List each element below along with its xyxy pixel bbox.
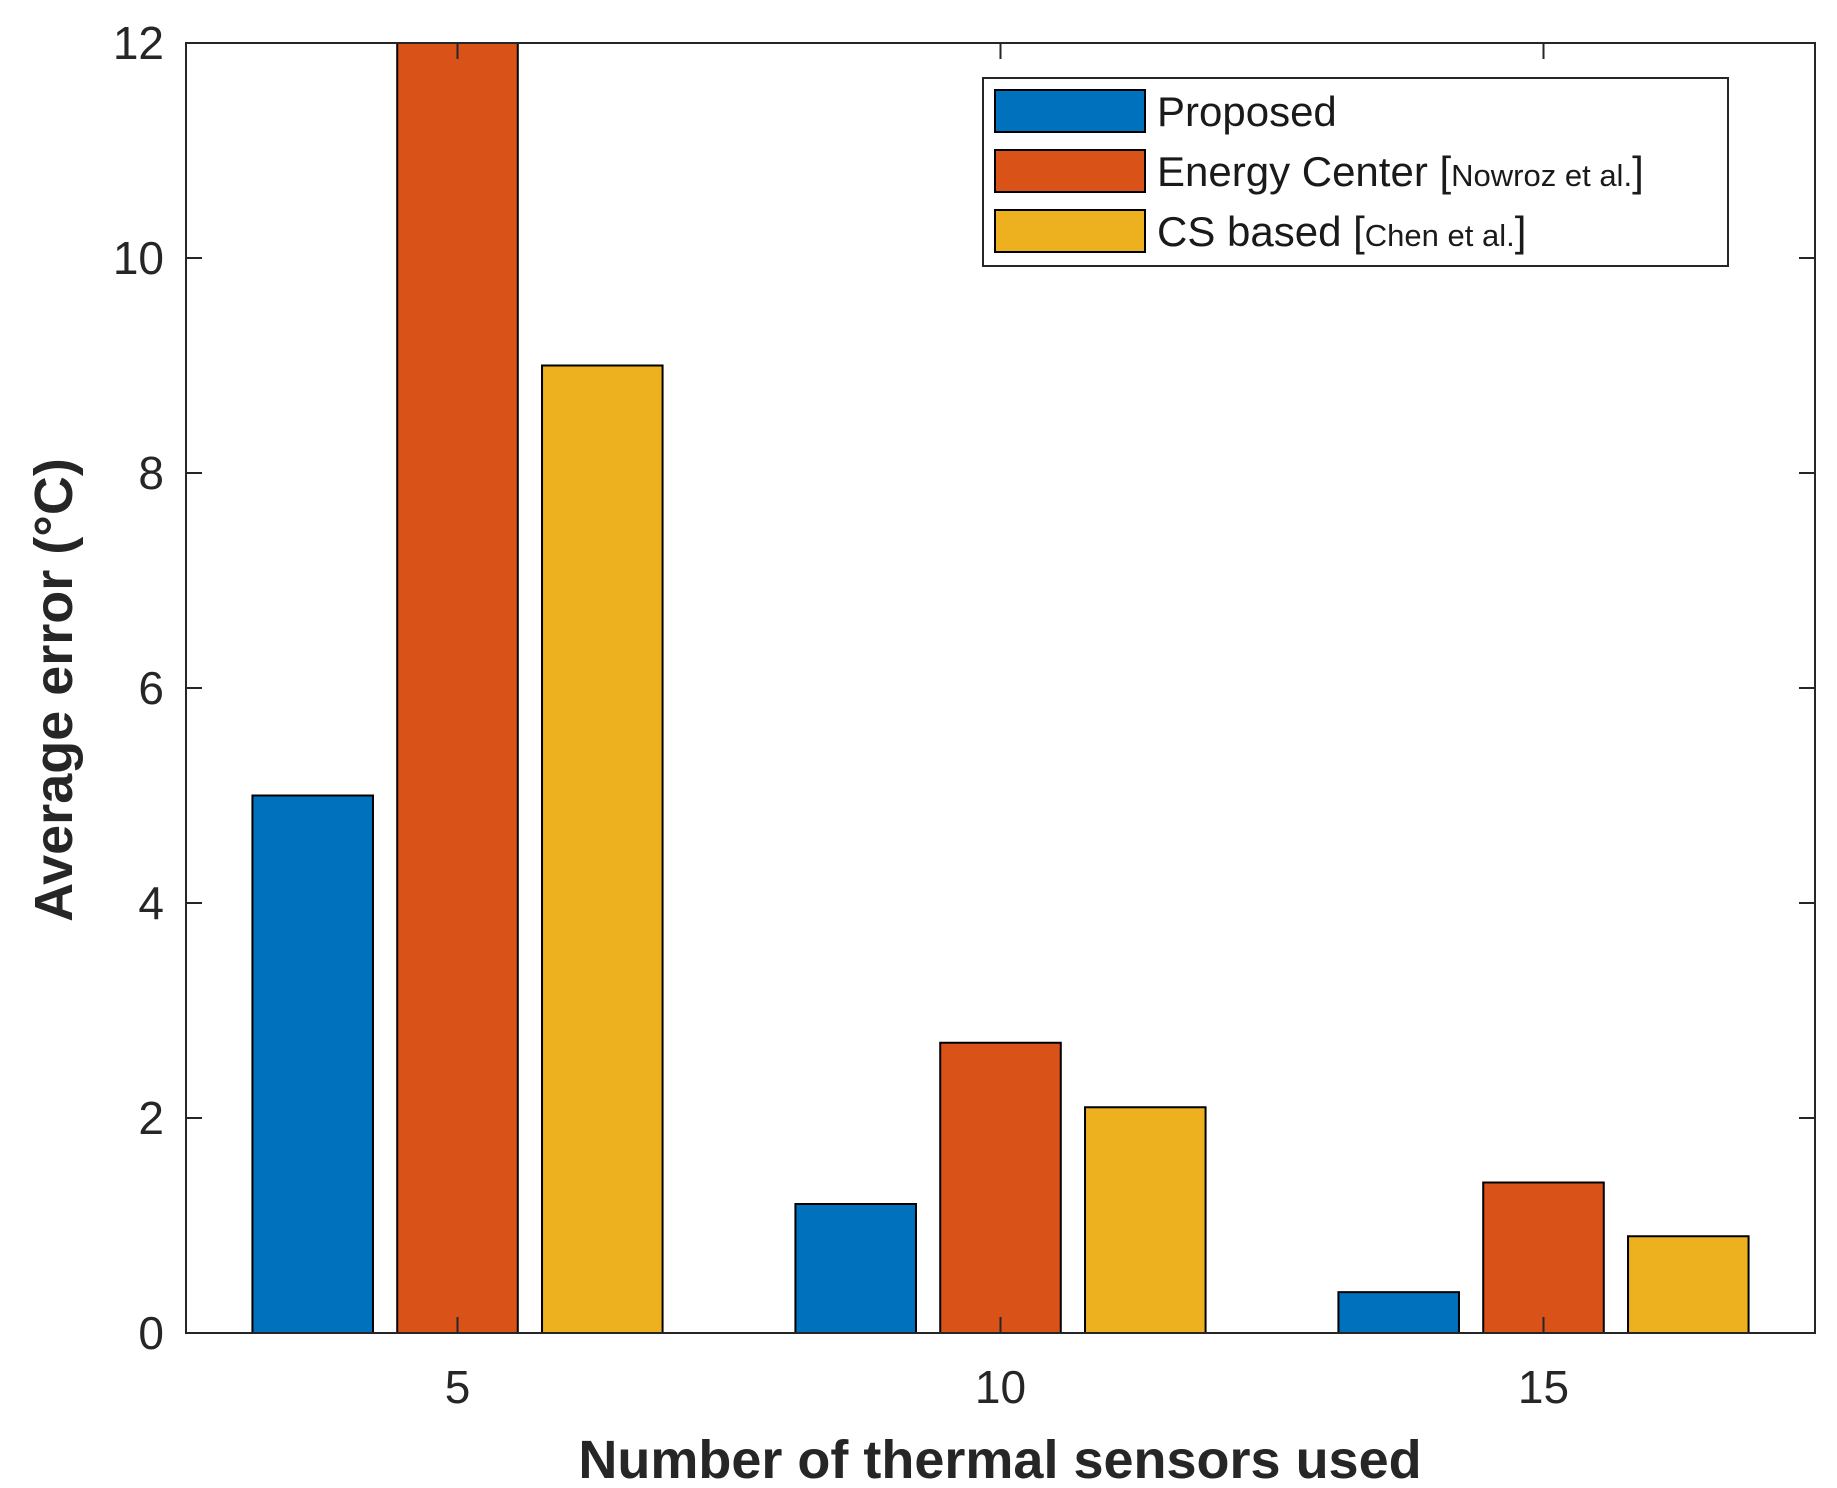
bar-proposed-15[interactable]	[1337, 1291, 1460, 1335]
x-tick-label: 15	[1518, 1361, 1569, 1413]
y-tick-label: 12	[113, 17, 164, 69]
y-axis-title: Average error (°C)	[24, 458, 84, 922]
x-axis-title: Number of thermal sensors used	[578, 1430, 1421, 1488]
y-tick-label: 0	[138, 1307, 164, 1359]
axes-layer: 0 2 4 6 8 10 12 5 10 15	[113, 17, 1816, 1413]
y-tick-label: 6	[138, 662, 164, 714]
legend-swatch[interactable]	[994, 149, 1146, 193]
bar-energy-center-15[interactable]	[1482, 1181, 1605, 1334]
legend-swatch[interactable]	[994, 89, 1146, 133]
x-tick-label: 10	[975, 1361, 1026, 1413]
bar-cs-based-10[interactable]	[1084, 1106, 1207, 1334]
y-tick-label: 4	[138, 877, 164, 929]
y-tick-label: 8	[138, 447, 164, 499]
bar-proposed-10[interactable]	[794, 1203, 917, 1334]
x-tick-label: 5	[445, 1361, 471, 1413]
bars-layer	[251, 42, 1750, 1335]
y-tick-label: 10	[113, 232, 164, 284]
bar-energy-center-10[interactable]	[939, 1041, 1062, 1334]
bar-cs-based-5[interactable]	[541, 364, 664, 1334]
legend-label[interactable]: Energy Center [Nowroz et al.]	[1157, 148, 1644, 195]
y-tick-label: 2	[138, 1092, 164, 1144]
legend-label[interactable]: CS based [Chen et al.]	[1157, 208, 1526, 255]
bar-proposed-5[interactable]	[251, 794, 374, 1334]
legend-label[interactable]: Proposed	[1157, 88, 1337, 135]
legend-swatch[interactable]	[994, 209, 1146, 253]
bar-cs-based-15[interactable]	[1627, 1235, 1750, 1334]
bar-energy-center-5[interactable]	[396, 42, 519, 1334]
legend: Proposed Energy Center [Nowroz et al.] CS …	[982, 77, 1729, 267]
